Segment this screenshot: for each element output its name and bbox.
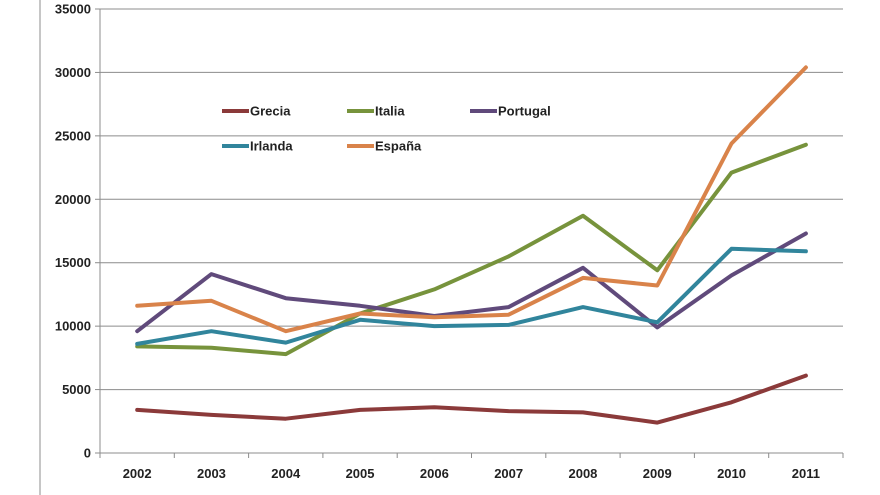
legend-item-portugal: Portugal xyxy=(470,104,551,119)
series-lines xyxy=(135,65,808,425)
series-line-irlanda xyxy=(135,246,808,346)
x-tick-label-2007: 2007 xyxy=(494,466,523,481)
y-tick-label: 20000 xyxy=(55,192,91,207)
legend-item-italia: Italia xyxy=(347,104,405,119)
y-tick-label: 25000 xyxy=(55,128,91,143)
x-tick-label-2010: 2010 xyxy=(717,466,746,481)
legend-item-grecia: Grecia xyxy=(222,104,291,119)
legend-label-portugal: Portugal xyxy=(498,104,551,119)
series-line-portugal xyxy=(135,231,808,334)
x-tick-label-2006: 2006 xyxy=(420,466,449,481)
y-tick-label: 10000 xyxy=(55,319,91,334)
legend-item-espaa: España xyxy=(347,139,422,154)
series-line-espaa xyxy=(135,65,808,334)
axes: 0 5000 10000 15000 20000 25000 30000 35000 2002 2… xyxy=(39,0,844,495)
series-line-italia xyxy=(135,142,808,357)
x-tick-label-2004: 2004 xyxy=(271,466,301,481)
x-tick-label-2003: 2003 xyxy=(197,466,226,481)
y-tick-label: 0 xyxy=(84,446,91,461)
x-tick-label-2008: 2008 xyxy=(568,466,597,481)
legend-label-irlanda: Irlanda xyxy=(250,139,293,154)
legend-label-italia: Italia xyxy=(375,104,405,119)
x-tick-label-2011: 2011 xyxy=(792,466,820,481)
y-tick-label: 5000 xyxy=(62,382,91,397)
x-tick-label-2005: 2005 xyxy=(346,466,375,481)
gridlines xyxy=(100,8,843,391)
series-line-grecia xyxy=(135,373,808,425)
y-tick-label: 15000 xyxy=(55,255,91,270)
legend: Grecia Italia Portugal Irlanda España xyxy=(222,104,551,154)
y-tick-label: 35000 xyxy=(55,2,91,17)
legend-label-grecia: Grecia xyxy=(250,104,291,119)
legend-label-espaa: España xyxy=(375,139,422,154)
legend-item-irlanda: Irlanda xyxy=(222,139,293,154)
x-tick-label-2009: 2009 xyxy=(643,466,672,481)
y-tick-label: 30000 xyxy=(55,65,91,80)
x-tick-label-2002: 2002 xyxy=(123,466,152,481)
